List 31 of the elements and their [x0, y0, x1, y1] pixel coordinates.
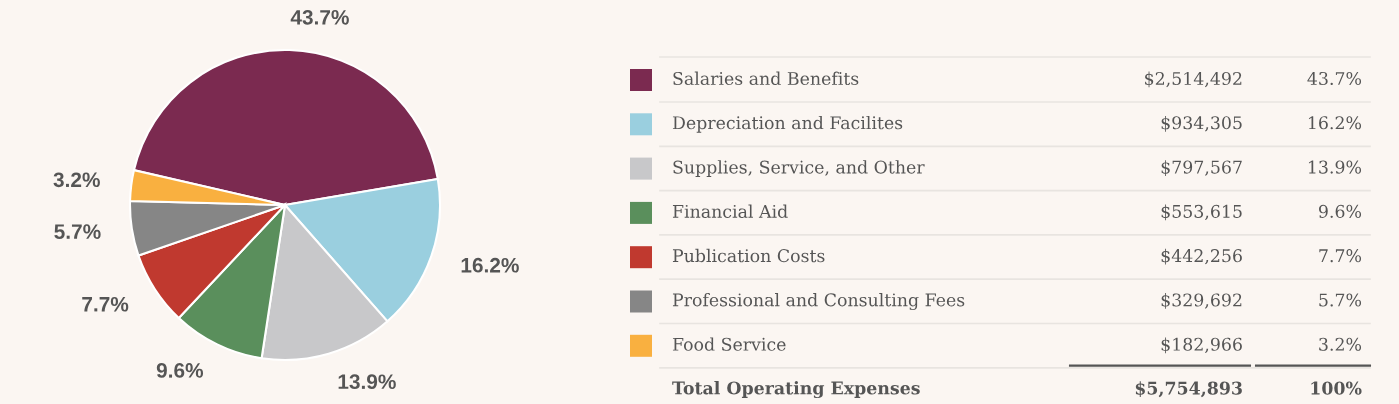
legend-label: Supplies, Service, and Other: [673, 160, 925, 177]
data-label: 9.6%: [156, 363, 204, 378]
data-label: 43.7%: [290, 9, 349, 25]
text: $797,567: [1161, 160, 1242, 176]
text: $553,615: [1161, 204, 1242, 221]
text: 43.7%: [1307, 71, 1362, 86]
data-label: 13.9%: [338, 374, 396, 390]
text: Total Operating Expenses: [672, 381, 920, 399]
data-label: 3.2%: [53, 172, 100, 188]
legend-label: Depreciation and Facilites: [672, 115, 903, 133]
text: 9.6%: [1318, 204, 1362, 218]
legend-label: Food Service: [672, 337, 786, 351]
legend-label: Salaries and Benefits: [673, 71, 859, 86]
legend-label: Financial Aid: [672, 204, 788, 218]
text: 13.9%: [1308, 160, 1362, 174]
text: 100%: [1311, 381, 1362, 395]
text: $2,514,492: [1145, 71, 1242, 88]
data-label: 5.7%: [54, 224, 101, 239]
text: 3.2%: [1319, 337, 1362, 351]
text: $182,966: [1161, 337, 1242, 354]
text: 16.2%: [1308, 116, 1362, 130]
text: $5,754,893: [1135, 381, 1242, 398]
text: $934,305: [1161, 115, 1242, 132]
text: 7.7%: [1319, 249, 1362, 263]
legend-label: Publication Costs: [672, 248, 825, 263]
text: $329,692: [1161, 293, 1242, 309]
text: $442,256: [1161, 248, 1242, 265]
legend-label: Professional and Consulting Fees: [672, 292, 965, 311]
data-label: 7.7%: [82, 296, 129, 312]
data-label: 16.2%: [461, 257, 519, 273]
text: 5.7%: [1319, 293, 1362, 307]
